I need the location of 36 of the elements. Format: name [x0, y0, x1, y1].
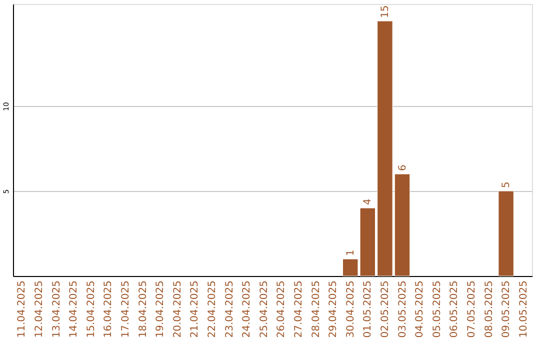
x-tick-label: 14.04.2025	[68, 280, 80, 338]
x-tick-label: 06.05.2025	[449, 280, 460, 338]
x-tick-label: 16.04.2025	[103, 280, 114, 338]
x-tick-label: 11.04.2025	[16, 280, 28, 338]
x-tick-label: 23.04.2025	[224, 280, 236, 338]
x-tick-label: 05.05.2025	[432, 280, 443, 338]
x-tick-label: 28.04.2025	[310, 280, 322, 338]
x-tick-label: 07.05.2025	[466, 280, 478, 338]
x-tick-label: 25.04.2025	[258, 280, 270, 338]
x-tick-label: 01.05.2025	[362, 280, 374, 338]
x-tick-label: 17.04.2025	[120, 280, 132, 338]
x-tick-label: 29.04.2025	[328, 280, 340, 338]
data-label: 6	[397, 164, 408, 171]
data-label: 5	[501, 182, 512, 188]
x-tick-label: 12.04.2025	[34, 280, 45, 338]
x-tick-label: 08.05.2025	[484, 280, 495, 338]
x-tick-label: 22.04.2025	[206, 280, 218, 338]
x-tick-label: 04.05.2025	[414, 280, 426, 338]
x-tick-label: 26.04.2025	[276, 280, 288, 338]
data-label: 4	[362, 198, 374, 205]
data-label: 15	[380, 5, 391, 18]
x-tick-label: 27.04.2025	[293, 280, 304, 338]
data-label: 1	[345, 250, 356, 256]
x-tick-label: 19.04.2025	[155, 280, 166, 338]
x-tick-label: 10.05.2025	[518, 280, 530, 338]
x-tick-label: 03.05.2025	[397, 280, 408, 338]
x-tick-label: 30.04.2025	[345, 280, 356, 338]
x-tick-label: 21.04.2025	[190, 280, 201, 338]
bar	[498, 190, 514, 276]
x-tick-label: 09.05.2025	[501, 280, 512, 338]
x-tick-label: 20.04.2025	[172, 280, 184, 338]
x-tick-label: 24.04.2025	[242, 280, 253, 338]
x-tick-label: 02.05.2025	[380, 280, 391, 338]
x-tick-label: 13.04.2025	[51, 280, 62, 338]
x-tick-label: 18.04.2025	[138, 280, 149, 338]
x-tick-label: 15.04.2025	[86, 280, 97, 338]
